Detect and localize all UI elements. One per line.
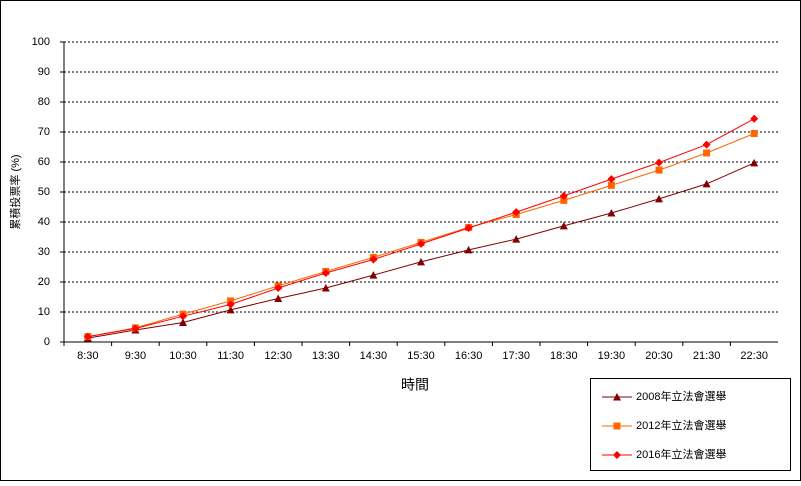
y-axis-label: 累積投票率 (%) (8, 154, 22, 229)
marker (417, 257, 425, 266)
marker (369, 255, 378, 264)
marker (131, 324, 140, 333)
x-tick-label: 12:30 (264, 350, 292, 362)
marker (369, 271, 378, 279)
y-tick-label: 80 (38, 96, 50, 108)
marker (607, 209, 616, 217)
marker (321, 269, 330, 277)
marker (512, 235, 521, 243)
marker (607, 175, 616, 184)
marker (703, 149, 711, 157)
x-tick-label: 17:30 (502, 350, 530, 362)
x-axis-label: 時間 (401, 377, 429, 393)
y-tick-label: 100 (32, 36, 50, 48)
marker (702, 179, 711, 188)
marker (321, 284, 330, 292)
legend-marker (613, 451, 621, 459)
marker (464, 245, 473, 254)
marker (655, 158, 663, 167)
marker (179, 318, 187, 326)
marker (464, 224, 473, 232)
y-tick-label: 20 (38, 276, 50, 288)
marker (179, 312, 187, 321)
y-tick-label: 40 (38, 216, 50, 228)
legend-marker (613, 422, 621, 430)
y-tick-label: 0 (44, 336, 50, 348)
marker (607, 181, 615, 189)
x-tick-label: 21:30 (693, 350, 721, 362)
x-tick-label: 14:30 (360, 350, 388, 362)
y-tick-label: 50 (38, 186, 50, 198)
marker (274, 284, 283, 292)
y-tick-label: 70 (38, 126, 50, 138)
x-tick-label: 10:30 (169, 350, 197, 362)
x-tick-label: 19:30 (598, 350, 626, 362)
x-tick-label: 13:30 (312, 350, 340, 362)
y-tick-label: 30 (38, 246, 50, 258)
marker (655, 194, 663, 203)
marker (750, 158, 759, 167)
x-tick-label: 18:30 (550, 350, 578, 362)
marker (750, 114, 759, 123)
marker (559, 221, 568, 230)
marker (655, 166, 663, 174)
x-tick-label: 11:30 (217, 350, 244, 362)
y-tick-label: 10 (38, 306, 50, 318)
x-tick-label: 15:30 (407, 350, 435, 362)
marker (702, 140, 711, 149)
legend-label: 2012年立法會選舉 (636, 418, 726, 432)
legend-label: 2016年立法會選舉 (636, 447, 726, 461)
marker (83, 332, 92, 341)
legend-marker (613, 393, 621, 401)
marker (274, 294, 283, 302)
marker (226, 305, 235, 314)
x-tick-label: 8:30 (77, 350, 98, 362)
legend-label: 2008年立法會選舉 (636, 389, 726, 403)
marker (512, 208, 521, 217)
y-tick-label: 90 (38, 66, 50, 78)
marker (560, 196, 568, 204)
x-tick-label: 20:30 (645, 350, 673, 362)
marker (226, 300, 235, 309)
x-tick-label: 16:30 (455, 350, 483, 362)
marker (750, 130, 758, 137)
marker (417, 239, 425, 248)
y-tick-label: 60 (38, 156, 50, 168)
x-tick-label: 22:30 (740, 350, 768, 362)
marker (559, 191, 568, 200)
x-tick-label: 9:30 (125, 350, 146, 362)
